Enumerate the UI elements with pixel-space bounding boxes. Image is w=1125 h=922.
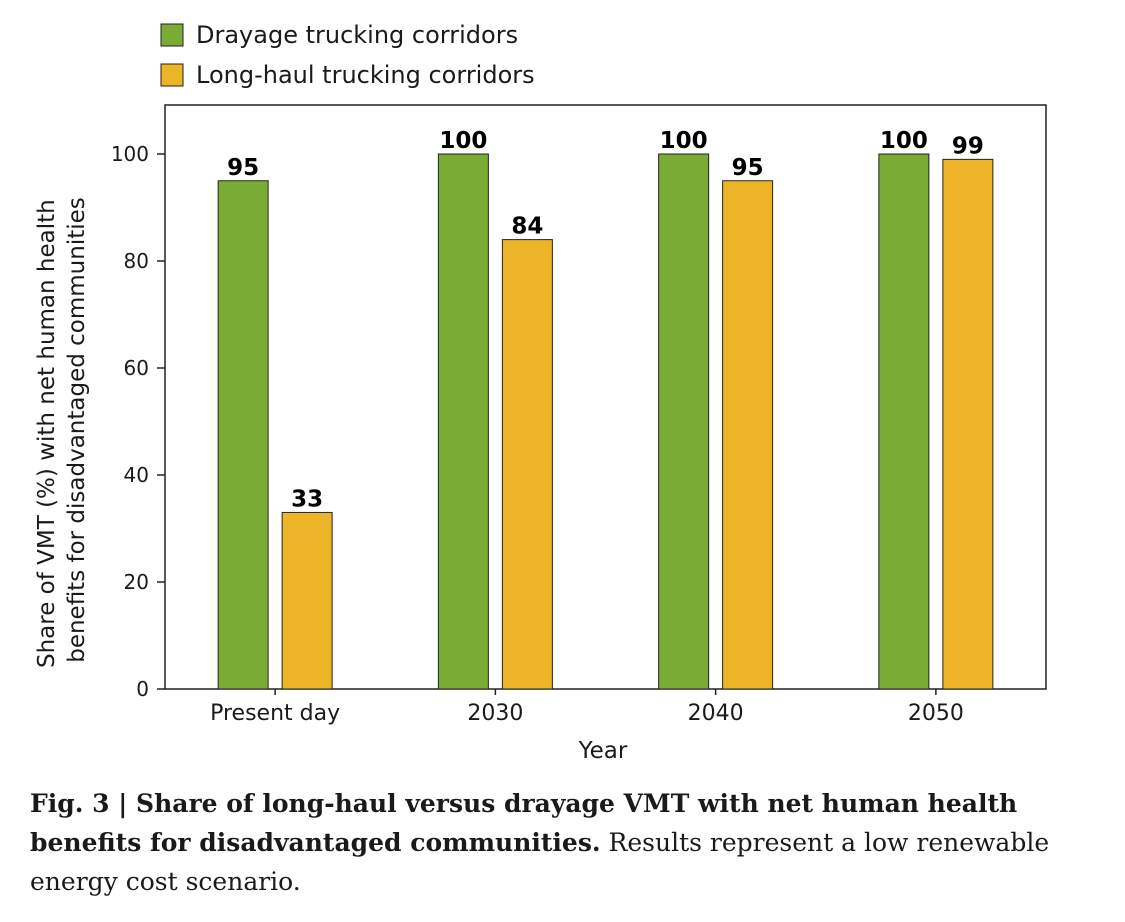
data-label-drayage-1: 100 (439, 128, 487, 154)
bar-long-haul-2 (722, 180, 774, 690)
caption-text: Results represent a low renewable energy… (30, 828, 1050, 896)
caption-separator: | (109, 789, 137, 818)
y-axis-label: Share of VMT (%) with net human health b… (34, 192, 90, 668)
caption-title: Share of long-haul versus drayage VMT wi… (30, 789, 1018, 857)
x-tick-label-1: 2030 (467, 701, 523, 726)
data-label-long-haul-3: 99 (952, 133, 984, 159)
y-tick-label-20: 20 (124, 570, 149, 594)
bars: 95 33 100 84 100 95 100 99 (217, 128, 994, 690)
caption-fig-label: Fig. 3 (30, 789, 110, 818)
x-axis-label: Year (578, 738, 628, 764)
legend-swatch-drayage (160, 23, 184, 47)
legend-swatch-long-haul (160, 63, 184, 87)
data-label-long-haul-1: 84 (511, 214, 543, 240)
figure-caption: Fig. 3 | Share of long-haul versus draya… (30, 784, 1100, 901)
x-tick-label-0: Present day (210, 701, 340, 726)
data-label-long-haul-0: 33 (291, 486, 323, 512)
bar-long-haul-0 (281, 511, 333, 690)
y-tick-label-0: 0 (136, 677, 149, 701)
bar-drayage-2 (658, 153, 710, 690)
bar-drayage-1 (437, 153, 489, 690)
data-label-drayage-0: 95 (227, 155, 259, 181)
data-label-drayage-3: 100 (880, 128, 928, 154)
bar-long-haul-1 (501, 239, 553, 690)
bar-drayage-3 (878, 153, 930, 690)
y-tick-label-60: 60 (124, 356, 149, 380)
y-tick-label-80: 80 (124, 249, 149, 273)
plot-frame (164, 104, 1047, 690)
y-axis-label-line-1: Share of VMT (%) with net human health (34, 199, 60, 668)
y-tick-label-100: 100 (111, 142, 149, 166)
bar-chart: Drayage trucking corridors Long-haul truc… (34, 21, 1047, 764)
bar-long-haul-3 (942, 158, 994, 690)
legend-label-long-haul: Long-haul trucking corridors (196, 61, 535, 89)
x-axis: Present day 2030 2040 2050 (210, 689, 964, 726)
y-axis: 0 20 40 60 80 100 (111, 142, 165, 701)
x-tick-label-3: 2050 (908, 701, 964, 726)
y-tick-label-40: 40 (124, 463, 149, 487)
bar-drayage-0 (217, 180, 269, 690)
x-tick-label-2: 2040 (688, 701, 744, 726)
legend: Drayage trucking corridors Long-haul truc… (160, 21, 535, 89)
data-label-drayage-2: 100 (660, 128, 708, 154)
y-axis-label-line-2: benefits for disadvantaged communities (64, 197, 90, 663)
legend-label-drayage: Drayage trucking corridors (196, 21, 518, 49)
data-label-long-haul-2: 95 (732, 155, 764, 181)
